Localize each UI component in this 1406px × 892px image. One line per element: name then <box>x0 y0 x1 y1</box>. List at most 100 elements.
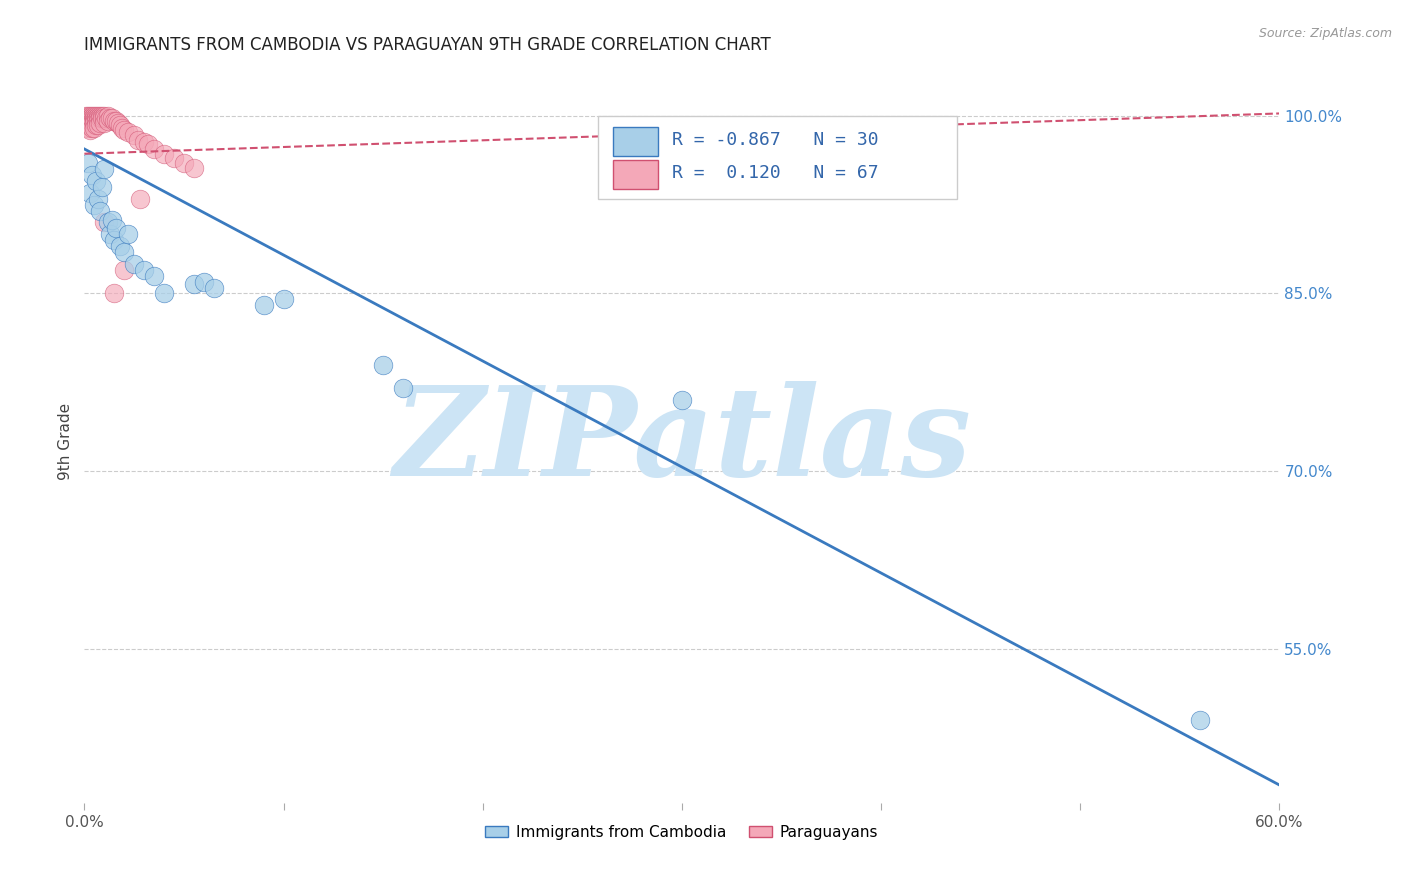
Point <box>153 146 176 161</box>
Point <box>373 358 395 372</box>
Point <box>132 135 156 149</box>
Point <box>136 137 159 152</box>
Point <box>75 109 97 123</box>
Point <box>89 203 111 218</box>
Point <box>127 132 149 146</box>
Point <box>83 197 105 211</box>
Point <box>107 116 129 130</box>
Point <box>105 221 128 235</box>
Point <box>110 239 132 253</box>
Point <box>103 286 125 301</box>
Text: R = -0.867   N = 30: R = -0.867 N = 30 <box>672 131 879 149</box>
Point <box>89 116 111 130</box>
Point <box>112 245 135 260</box>
Point <box>77 120 100 135</box>
Point <box>112 262 135 277</box>
Point <box>86 109 108 123</box>
Point <box>75 116 97 130</box>
Point <box>79 118 101 132</box>
Text: Source: ZipAtlas.com: Source: ZipAtlas.com <box>1258 27 1392 40</box>
Point <box>173 156 195 170</box>
Point <box>183 161 205 175</box>
Point <box>82 120 104 135</box>
Point <box>83 109 105 123</box>
Point <box>132 262 156 277</box>
Point <box>82 168 104 182</box>
Point <box>122 128 145 142</box>
Point <box>89 111 111 125</box>
Text: ZIPatlas: ZIPatlas <box>392 381 972 502</box>
Point <box>153 286 176 301</box>
Point <box>79 111 101 125</box>
Point <box>77 113 100 128</box>
Point <box>75 111 97 125</box>
Point <box>110 118 132 132</box>
Legend: Immigrants from Cambodia, Paraguayans: Immigrants from Cambodia, Paraguayans <box>479 819 884 846</box>
Point <box>87 111 110 125</box>
Point <box>93 215 115 229</box>
Point <box>122 257 145 271</box>
Point <box>75 118 97 132</box>
Point <box>98 111 121 125</box>
Point <box>77 156 100 170</box>
Point <box>105 113 128 128</box>
Point <box>86 111 108 125</box>
Point <box>77 116 100 130</box>
Point <box>83 111 105 125</box>
Point <box>77 109 100 123</box>
Point <box>97 113 120 128</box>
Point <box>83 116 105 130</box>
FancyBboxPatch shape <box>613 128 658 156</box>
Point <box>87 113 110 128</box>
Point <box>117 125 139 139</box>
Point <box>86 118 108 132</box>
Point <box>91 109 114 123</box>
Point <box>392 381 415 395</box>
Point <box>87 192 110 206</box>
Point <box>111 120 134 135</box>
Point <box>143 142 166 156</box>
Point <box>82 113 104 128</box>
Point <box>93 116 115 130</box>
Point <box>93 162 115 177</box>
Point <box>79 109 101 123</box>
Point <box>83 120 105 135</box>
Y-axis label: 9th Grade: 9th Grade <box>58 403 73 480</box>
Text: IMMIGRANTS FROM CAMBODIA VS PARAGUAYAN 9TH GRADE CORRELATION CHART: IMMIGRANTS FROM CAMBODIA VS PARAGUAYAN 9… <box>84 36 770 54</box>
Text: R =  0.120   N = 67: R = 0.120 N = 67 <box>672 164 879 182</box>
Point <box>82 116 104 130</box>
Point <box>79 113 101 128</box>
Point <box>143 268 166 283</box>
Point <box>1188 713 1211 727</box>
Point <box>202 280 225 294</box>
Point <box>103 233 125 247</box>
Point <box>96 111 118 125</box>
Point <box>273 293 295 307</box>
Point <box>82 109 104 123</box>
Point <box>75 113 97 128</box>
Point <box>83 113 105 128</box>
Point <box>87 118 110 132</box>
Point <box>79 116 101 130</box>
Point <box>86 174 108 188</box>
Point <box>89 109 111 123</box>
Point <box>82 111 104 125</box>
Point <box>117 227 139 242</box>
Point <box>101 111 124 125</box>
Point <box>93 111 115 125</box>
Point <box>129 192 152 206</box>
FancyBboxPatch shape <box>599 117 957 200</box>
Point <box>86 113 108 128</box>
Point <box>98 227 121 242</box>
Point <box>253 298 276 312</box>
Point <box>77 111 100 125</box>
Point <box>87 109 110 123</box>
Point <box>112 123 135 137</box>
Point <box>79 186 101 200</box>
Point <box>193 275 215 289</box>
Point <box>91 180 114 194</box>
Point <box>163 152 186 166</box>
Point <box>91 111 114 125</box>
Point <box>79 123 101 137</box>
Point <box>97 215 120 229</box>
